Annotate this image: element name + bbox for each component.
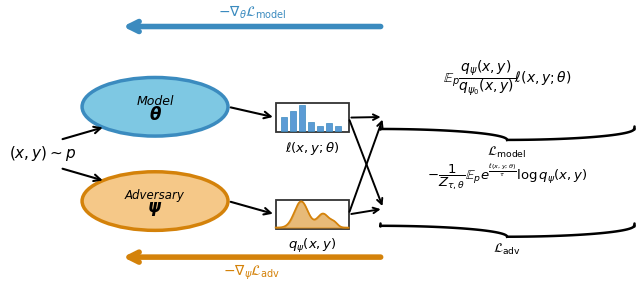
Text: $-\dfrac{1}{Z_{\tau,\theta}} \mathbb{E}_p e^{\frac{\ell(x,y;\theta)}{\tau}} \log: $-\dfrac{1}{Z_{\tau,\theta}} \mathbb{E}_… xyxy=(427,163,588,193)
Text: $q_\psi(x,y)$: $q_\psi(x,y)$ xyxy=(288,237,337,255)
Text: $\mathbb{E}_p \dfrac{q_\psi(x,y)}{q_{\psi_0}(x,y)} \ell(x,y;\theta)$: $\mathbb{E}_p \dfrac{q_\psi(x,y)}{q_{\ps… xyxy=(443,59,572,98)
FancyBboxPatch shape xyxy=(276,200,349,229)
Bar xyxy=(290,111,296,131)
Text: $\boldsymbol{\theta}$: $\boldsymbol{\theta}$ xyxy=(148,106,161,124)
Bar xyxy=(299,105,305,131)
Circle shape xyxy=(82,78,228,136)
Bar xyxy=(317,126,323,131)
Text: $-\nabla_\theta \mathcal{L}_{\mathrm{model}}$: $-\nabla_\theta \mathcal{L}_{\mathrm{mod… xyxy=(218,4,286,21)
Text: Model: Model xyxy=(136,95,174,108)
Text: $\boldsymbol{\psi}$: $\boldsymbol{\psi}$ xyxy=(147,200,163,218)
Text: $\mathcal{L}_{\mathrm{adv}}$: $\mathcal{L}_{\mathrm{adv}}$ xyxy=(493,242,521,257)
Bar xyxy=(326,123,332,131)
Bar xyxy=(335,126,341,131)
Text: $\mathcal{L}_{\mathrm{model}}$: $\mathcal{L}_{\mathrm{model}}$ xyxy=(488,145,527,160)
Text: $\ell(x,y;\theta)$: $\ell(x,y;\theta)$ xyxy=(285,140,339,157)
Circle shape xyxy=(82,172,228,230)
Text: $-\nabla_\psi \mathcal{L}_{\mathrm{adv}}$: $-\nabla_\psi \mathcal{L}_{\mathrm{adv}}… xyxy=(223,262,280,282)
Text: Adversary: Adversary xyxy=(125,189,185,202)
Text: $(x,y) \sim p$: $(x,y) \sim p$ xyxy=(9,144,77,163)
FancyBboxPatch shape xyxy=(276,103,349,132)
Bar xyxy=(281,117,287,131)
Bar xyxy=(308,122,314,131)
